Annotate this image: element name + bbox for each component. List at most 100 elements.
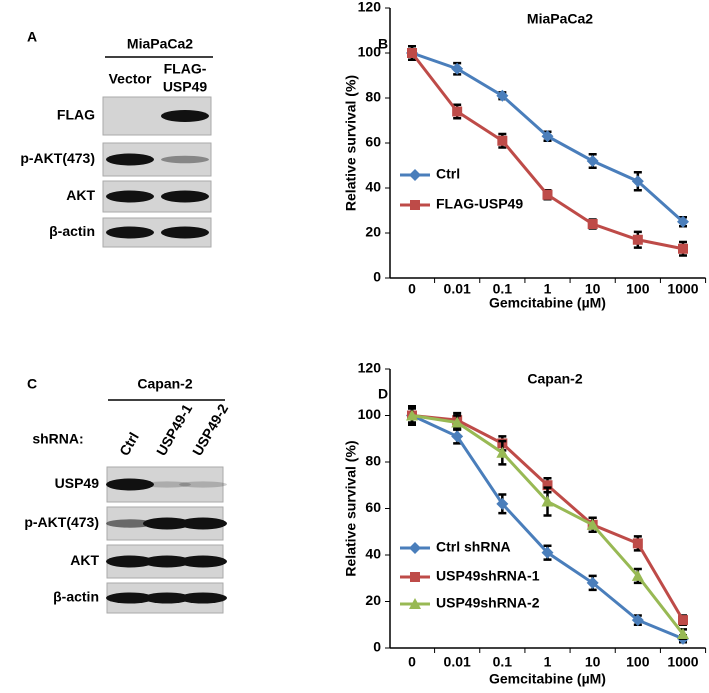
blot-band <box>161 155 209 164</box>
blot-band <box>179 481 227 488</box>
row-label: p-AKT(473) <box>24 514 99 530</box>
y-tick-label: 60 <box>365 499 381 515</box>
y-tick-label: 120 <box>358 360 382 376</box>
x-tick-label: 0 <box>408 281 416 297</box>
blot-band <box>143 555 191 568</box>
blot-title: MiaPaCa2 <box>127 36 193 52</box>
point <box>678 243 688 254</box>
blot-band <box>161 226 209 239</box>
row-label: USP49 <box>55 475 100 491</box>
x-tick-label: 0.1 <box>493 654 513 670</box>
series-line <box>411 414 685 621</box>
y-tick-label: 40 <box>365 179 381 195</box>
legend-label: FLAG-USP49 <box>436 196 523 212</box>
legend-marker <box>409 169 421 181</box>
blot-band <box>161 110 209 122</box>
x-tick-label: 0.01 <box>444 281 471 297</box>
x-tick-label: 0 <box>408 654 416 670</box>
blot-band <box>179 592 227 604</box>
y-tick-label: 20 <box>365 224 381 240</box>
y-tick-label: 20 <box>365 592 381 608</box>
legend-label: USP49shRNA-1 <box>436 568 540 584</box>
row-label: AKT <box>66 187 95 203</box>
column-label: USP49 <box>163 79 208 95</box>
x-axis-label: Gemcitabine (µM) <box>489 295 606 311</box>
blot-band <box>106 190 154 203</box>
x-tick-label: 10 <box>585 281 601 297</box>
legend-marker <box>409 542 421 554</box>
point <box>586 155 599 167</box>
blot-band <box>106 555 154 568</box>
series-line <box>410 52 684 251</box>
legend-marker <box>410 200 420 210</box>
blot-band <box>106 478 154 491</box>
legend-label: Ctrl <box>436 166 460 182</box>
panel-letter: C <box>27 376 37 392</box>
point <box>632 538 643 549</box>
blot-band <box>179 517 227 530</box>
x-axis-label: Gemcitabine (µM) <box>489 671 606 687</box>
row-label: β-actin <box>49 223 95 239</box>
x-tick-label: 10 <box>585 654 601 670</box>
y-axis-label: Relative survival (%) <box>343 440 359 576</box>
y-tick-label: 60 <box>365 134 381 150</box>
y-tick-label: 0 <box>373 639 381 655</box>
point <box>406 409 418 421</box>
y-tick-label: 80 <box>365 89 381 105</box>
y-tick-label: 100 <box>358 406 382 422</box>
blot-title: Capan-2 <box>137 376 192 392</box>
point <box>632 234 643 245</box>
column-label: FLAG- <box>164 61 207 77</box>
blot-band <box>106 226 154 239</box>
chart-title: MiaPaCa2 <box>527 11 593 27</box>
blot-band <box>143 517 191 530</box>
point <box>631 614 644 627</box>
panel-letter: A <box>27 29 37 45</box>
x-tick-label: 0.01 <box>444 654 471 670</box>
panel-letter: B <box>378 36 388 52</box>
blot-band <box>106 592 154 604</box>
legend-label: Ctrl shRNA <box>436 539 511 555</box>
legend-label: USP49shRNA-2 <box>436 595 540 611</box>
point <box>677 628 689 640</box>
x-tick-label: 1 <box>544 654 552 670</box>
point <box>451 416 464 428</box>
panel-letter: D <box>378 386 388 402</box>
point <box>496 446 509 458</box>
point <box>541 130 554 143</box>
blot-band <box>106 519 154 528</box>
point <box>677 215 689 228</box>
y-axis-label: Relative survival (%) <box>343 75 359 211</box>
row-label: β-actin <box>53 589 99 605</box>
x-tick-label: 1 <box>544 281 552 297</box>
legend-marker <box>409 598 421 609</box>
y-tick-label: 40 <box>365 546 381 562</box>
x-tick-label: 0.1 <box>493 281 513 297</box>
y-tick-label: 100 <box>358 44 382 60</box>
blot-band <box>179 555 227 568</box>
point <box>541 546 554 559</box>
x-tick-label: 100 <box>626 654 650 670</box>
row-label: FLAG <box>57 107 95 123</box>
point <box>452 106 463 117</box>
x-tick-label: 100 <box>626 281 650 297</box>
point <box>497 135 508 146</box>
blot-band <box>106 153 154 166</box>
row-label: AKT <box>70 552 99 568</box>
point <box>451 430 464 443</box>
column-label: USP49-2 <box>189 401 231 458</box>
x-tick-label: 1000 <box>667 281 698 297</box>
legend-marker <box>410 572 420 582</box>
point <box>542 480 553 491</box>
point <box>586 518 599 530</box>
y-tick-label: 120 <box>358 0 382 15</box>
point <box>407 48 417 58</box>
point <box>587 219 598 229</box>
y-tick-label: 80 <box>365 453 381 469</box>
row-header: shRNA: <box>32 431 83 447</box>
point <box>496 497 509 510</box>
column-label: Ctrl <box>116 429 142 458</box>
point <box>496 89 509 102</box>
point <box>542 189 553 200</box>
